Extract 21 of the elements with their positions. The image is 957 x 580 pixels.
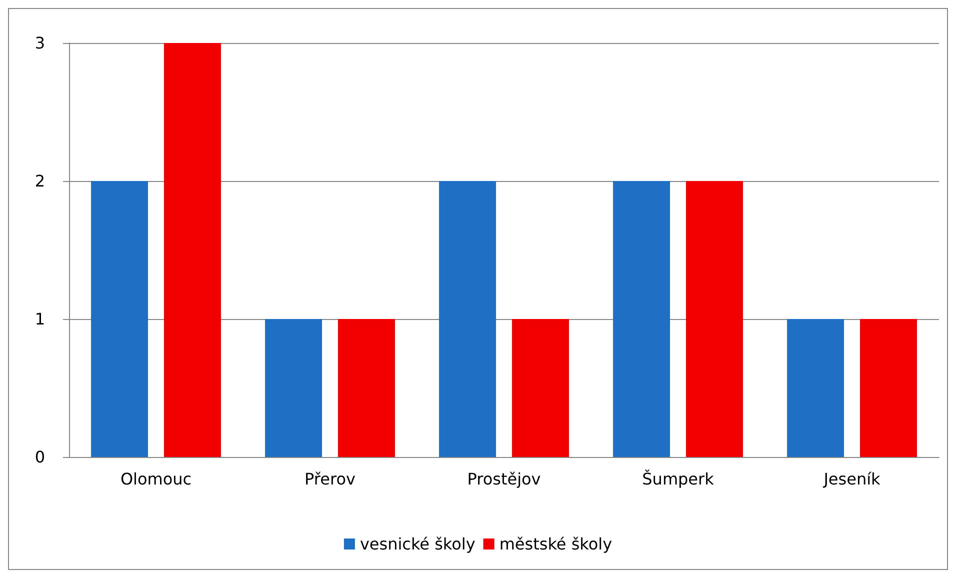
bar — [91, 181, 148, 457]
x-tick-label: Šumperk — [642, 470, 715, 488]
bar — [512, 319, 569, 457]
y-tick-label: 1 — [34, 310, 45, 328]
bar — [265, 319, 322, 457]
x-tick-label: Prostějov — [467, 470, 541, 488]
x-tick-label: Přerov — [304, 470, 356, 488]
bar — [164, 43, 221, 457]
x-tick-label: Jeseník — [822, 470, 882, 488]
bar — [338, 319, 395, 457]
legend-label: vesnické školy — [360, 534, 476, 554]
y-tick-label: 2 — [34, 172, 45, 190]
y-tick-label: 3 — [34, 34, 45, 52]
bar — [787, 319, 844, 457]
x-tick-label: Olomouc — [120, 470, 192, 488]
bar — [439, 181, 496, 457]
y-tick-label: 0 — [34, 448, 45, 466]
bar — [686, 181, 743, 457]
bar — [860, 319, 917, 457]
bar — [613, 181, 670, 457]
legend-label: městské školy — [499, 534, 612, 554]
